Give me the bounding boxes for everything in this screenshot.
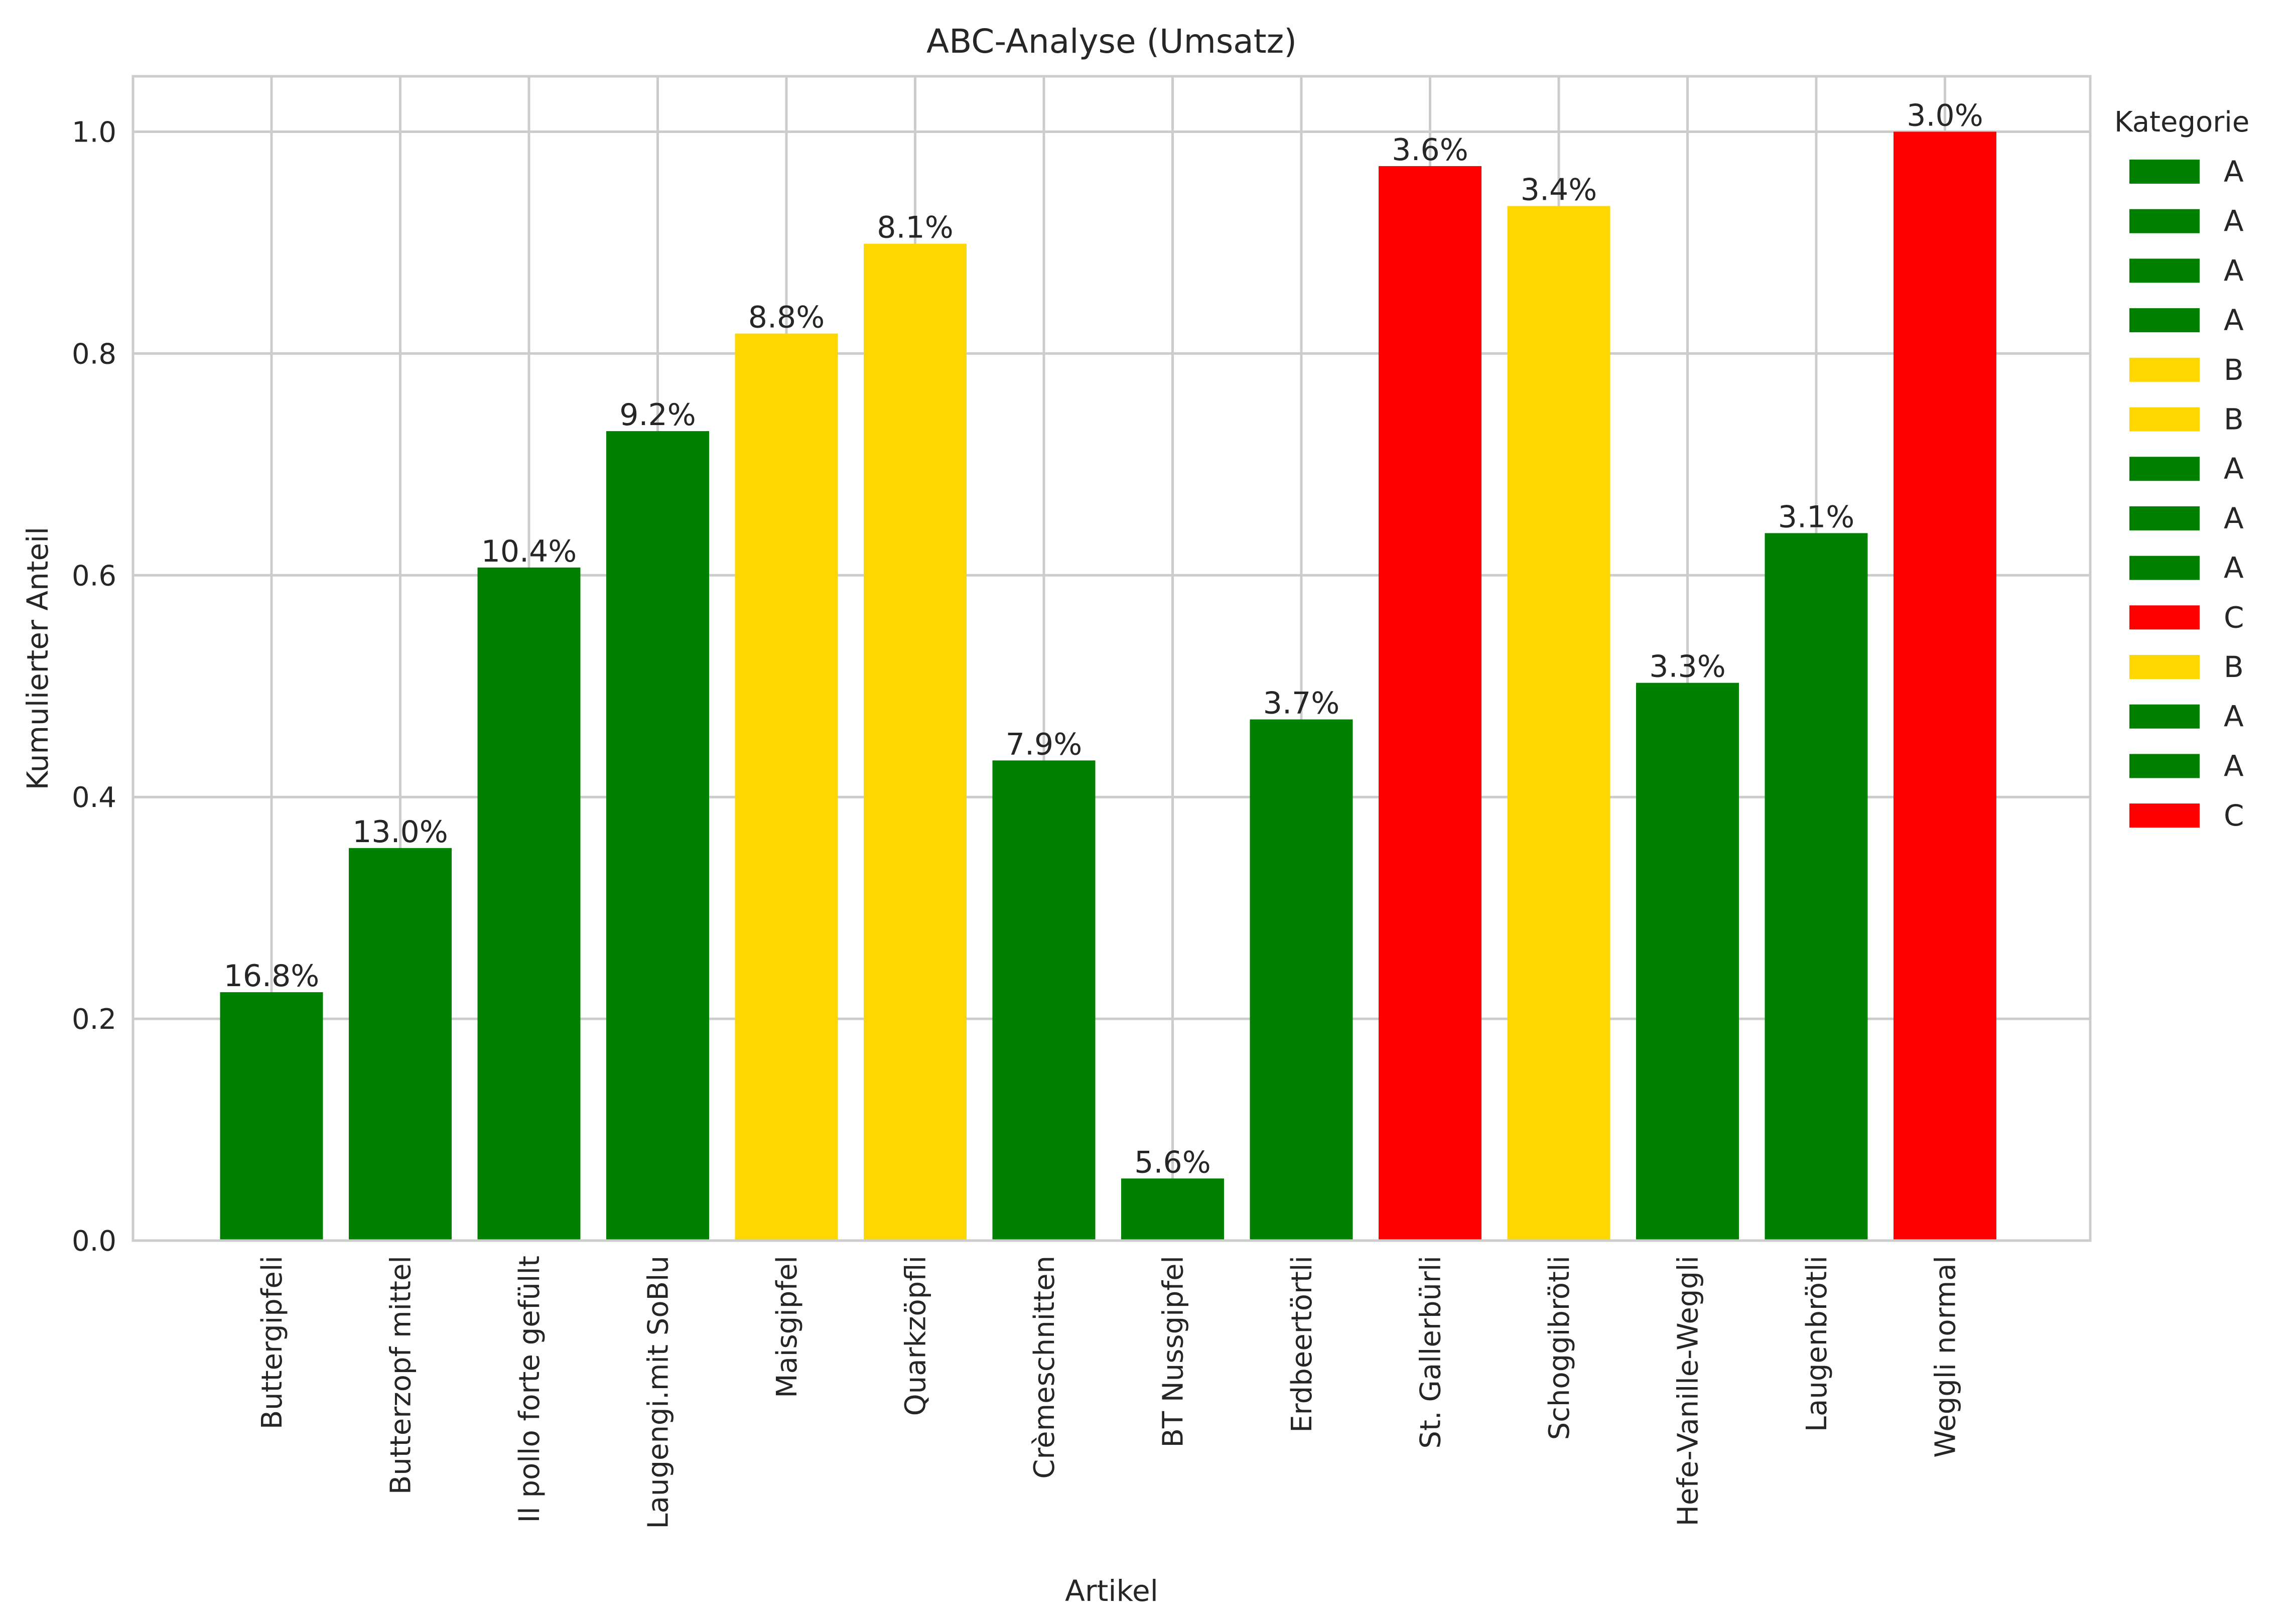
- bar: [735, 333, 838, 1241]
- legend-swatch: [2129, 506, 2200, 530]
- legend-label: B: [2224, 650, 2244, 684]
- x-axis-ticks: Buttergipfeli Butterzopf mittel Il pollo f…: [256, 1256, 1962, 1529]
- legend-label: B: [2224, 353, 2244, 387]
- x-tick-label: Buttergipfeli: [256, 1256, 289, 1429]
- bar: [1894, 131, 1996, 1241]
- y-axis-ticks: 0.0 0.2 0.4 0.6 0.8 1.0: [72, 116, 116, 1258]
- bar: [477, 567, 581, 1241]
- x-axis-label: Artikel: [1065, 1574, 1158, 1608]
- bar: [1765, 533, 1868, 1241]
- y-tick-label: 0.6: [72, 560, 116, 592]
- y-tick-label: 0.4: [72, 781, 116, 814]
- data-label: 13.0%: [352, 815, 448, 850]
- legend-label: A: [2224, 253, 2244, 288]
- legend-swatch: [2129, 357, 2200, 382]
- legend-swatch: [2129, 308, 2200, 333]
- data-label: 5.6%: [1134, 1145, 1210, 1180]
- legend-label: A: [2224, 155, 2244, 189]
- y-tick-label: 0.2: [72, 1003, 116, 1036]
- legend-label: A: [2224, 700, 2244, 734]
- data-label: 16.8%: [224, 959, 320, 994]
- bar: [1379, 166, 1481, 1241]
- legend-label: C: [2224, 798, 2244, 833]
- bar: [606, 431, 709, 1241]
- data-label: 3.7%: [1263, 686, 1339, 721]
- legend-swatch: [2129, 803, 2200, 828]
- legend-swatch: [2129, 704, 2200, 729]
- y-tick-label: 0.0: [72, 1225, 116, 1258]
- bar: [1507, 206, 1610, 1241]
- data-labels: 16.8% 13.0% 10.4% 9.2% 8.8% 8.1% 7.9% 5.6% 3.7% 3…: [224, 98, 1983, 1180]
- plot-frame: [131, 75, 2092, 1242]
- x-tick-label: Butterzopf mittel: [385, 1256, 418, 1495]
- legend-label: A: [2224, 452, 2244, 486]
- legend-label: C: [2224, 600, 2244, 634]
- legend-swatch: [2129, 160, 2200, 184]
- x-tick-label: St. Gallerbürli: [1415, 1256, 1447, 1449]
- legend-swatch: [2129, 556, 2200, 580]
- data-label: 3.4%: [1521, 173, 1597, 208]
- x-tick-label: Hefe-Vanille-Weggli: [1672, 1256, 1705, 1526]
- legend-label: A: [2224, 501, 2244, 535]
- x-tick-label: Maisgipfel: [771, 1256, 803, 1398]
- x-tick-label: Crèmeschnitten: [1028, 1256, 1061, 1479]
- bar: [992, 760, 1096, 1241]
- data-label: 8.8%: [748, 300, 825, 335]
- bar: [1250, 719, 1353, 1241]
- y-tick-label: 0.8: [72, 338, 116, 370]
- bar: [864, 243, 967, 1241]
- legend-swatch: [2129, 258, 2200, 283]
- x-tick-label: Il pollo forte gefüllt: [513, 1256, 546, 1523]
- bar: [349, 848, 452, 1241]
- x-tick-label: Schoggibrötli: [1543, 1256, 1576, 1440]
- x-tick-label: BT Nussgipfel: [1157, 1256, 1190, 1448]
- x-tick-label: Weggli normal: [1930, 1256, 1962, 1458]
- y-axis-label: Kumulierter Anteil: [21, 527, 55, 790]
- legend-label: A: [2224, 303, 2244, 337]
- data-label: 3.6%: [1392, 132, 1468, 168]
- legend-swatch: [2129, 209, 2200, 233]
- data-label: 10.4%: [481, 534, 577, 569]
- legend-label: A: [2224, 204, 2244, 238]
- bars: [220, 131, 1996, 1241]
- chart-title: ABC-Analyse (Umsatz): [926, 22, 1297, 61]
- legend-swatch: [2129, 754, 2200, 778]
- x-tick-label: Laugengi.mit SoBlu: [642, 1256, 675, 1529]
- x-tick-label: Quarkzöpfli: [900, 1256, 932, 1416]
- data-label: 3.0%: [1907, 98, 1983, 133]
- x-tick-label: Laugenbrötli: [1801, 1256, 1833, 1432]
- legend-swatch: [2129, 457, 2200, 481]
- legend-swatch: [2129, 407, 2200, 432]
- legend-swatch: [2129, 605, 2200, 630]
- data-label: 8.1%: [877, 210, 953, 245]
- x-tick-label: Erdbeertörtli: [1286, 1256, 1318, 1433]
- bar: [220, 992, 323, 1241]
- legend-label: B: [2224, 402, 2244, 437]
- legend-swatch: [2129, 655, 2200, 679]
- bar: [1636, 683, 1739, 1241]
- legend-title: Kategorie: [2114, 106, 2249, 139]
- data-label: 3.3%: [1649, 649, 1725, 685]
- data-label: 7.9%: [1006, 727, 1082, 762]
- y-tick-label: 1.0: [72, 116, 116, 149]
- data-label: 3.1%: [1778, 499, 1854, 534]
- legend-label: A: [2224, 749, 2244, 783]
- data-label: 9.2%: [619, 397, 696, 433]
- bar: [1121, 1178, 1224, 1241]
- legend-label: A: [2224, 551, 2244, 585]
